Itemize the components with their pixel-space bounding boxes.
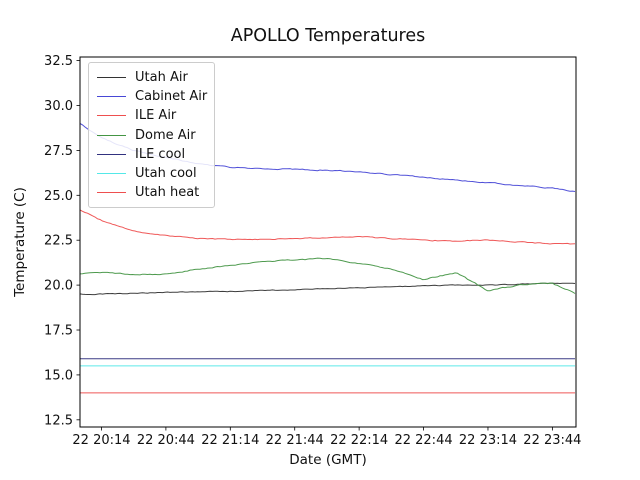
legend-item: Cabinet Air bbox=[97, 87, 208, 106]
legend-label: Utah heat bbox=[135, 185, 200, 201]
x-tick-label: 22 20:14 bbox=[72, 433, 130, 448]
x-tick-label: 22 23:44 bbox=[523, 433, 581, 448]
legend-label: Cabinet Air bbox=[135, 89, 208, 105]
legend-line-swatch bbox=[97, 173, 126, 175]
series-line-dome-air bbox=[79, 257, 576, 294]
legend-line-swatch bbox=[97, 153, 126, 155]
legend-item: Dome Air bbox=[97, 126, 206, 145]
legend-label: Dome Air bbox=[135, 127, 196, 143]
legend-line-swatch bbox=[97, 115, 126, 117]
x-tick-label: 22 22:44 bbox=[394, 433, 452, 448]
y-tick-label: 15.0 bbox=[44, 368, 73, 383]
legend-item: Utah Air bbox=[97, 68, 206, 87]
y-tick-label: 30.0 bbox=[44, 99, 73, 114]
x-tick-label: 22 20:44 bbox=[137, 433, 195, 448]
y-tick-label: 25.0 bbox=[44, 189, 73, 204]
x-tick-label: 22 21:44 bbox=[266, 433, 324, 448]
y-tick-label: 22.5 bbox=[44, 234, 73, 249]
legend-line-swatch bbox=[97, 96, 126, 98]
legend-line-swatch bbox=[97, 77, 126, 79]
series-line-ile-air bbox=[79, 209, 576, 245]
legend-label: ILE Air bbox=[135, 108, 177, 124]
legend-item: ILE Air bbox=[97, 106, 206, 125]
legend-label: Utah cool bbox=[135, 166, 197, 182]
chart-title: APOLLO Temperatures bbox=[230, 26, 426, 46]
legend: Utah Air Cabinet Air ILE Air Dome Air ILE co… bbox=[88, 62, 215, 209]
y-tick-label: 17.5 bbox=[44, 324, 73, 339]
legend-line-swatch bbox=[97, 192, 126, 194]
x-tick-label: 22 21:14 bbox=[201, 433, 259, 448]
y-tick-label: 27.5 bbox=[44, 144, 73, 159]
y-tick-label: 12.5 bbox=[44, 413, 73, 428]
axes-spines bbox=[79, 56, 577, 428]
x-axis-label: Date (GMT) bbox=[289, 452, 367, 468]
y-axis-label: Temperature (C) bbox=[12, 187, 28, 297]
x-tick-label: 22 23:14 bbox=[459, 433, 517, 448]
legend-item: Utah heat bbox=[97, 183, 206, 202]
legend-item: ILE cool bbox=[97, 145, 206, 164]
legend-label: Utah Air bbox=[135, 70, 188, 86]
x-tick-label: 22 22:14 bbox=[330, 433, 388, 448]
legend-label: ILE cool bbox=[135, 146, 186, 162]
y-tick-label: 20.0 bbox=[44, 279, 73, 294]
legend-line-swatch bbox=[97, 134, 126, 136]
legend-item: Utah cool bbox=[97, 164, 206, 183]
series-line-utah-air bbox=[79, 282, 576, 296]
y-tick-label: 32.5 bbox=[44, 54, 73, 69]
